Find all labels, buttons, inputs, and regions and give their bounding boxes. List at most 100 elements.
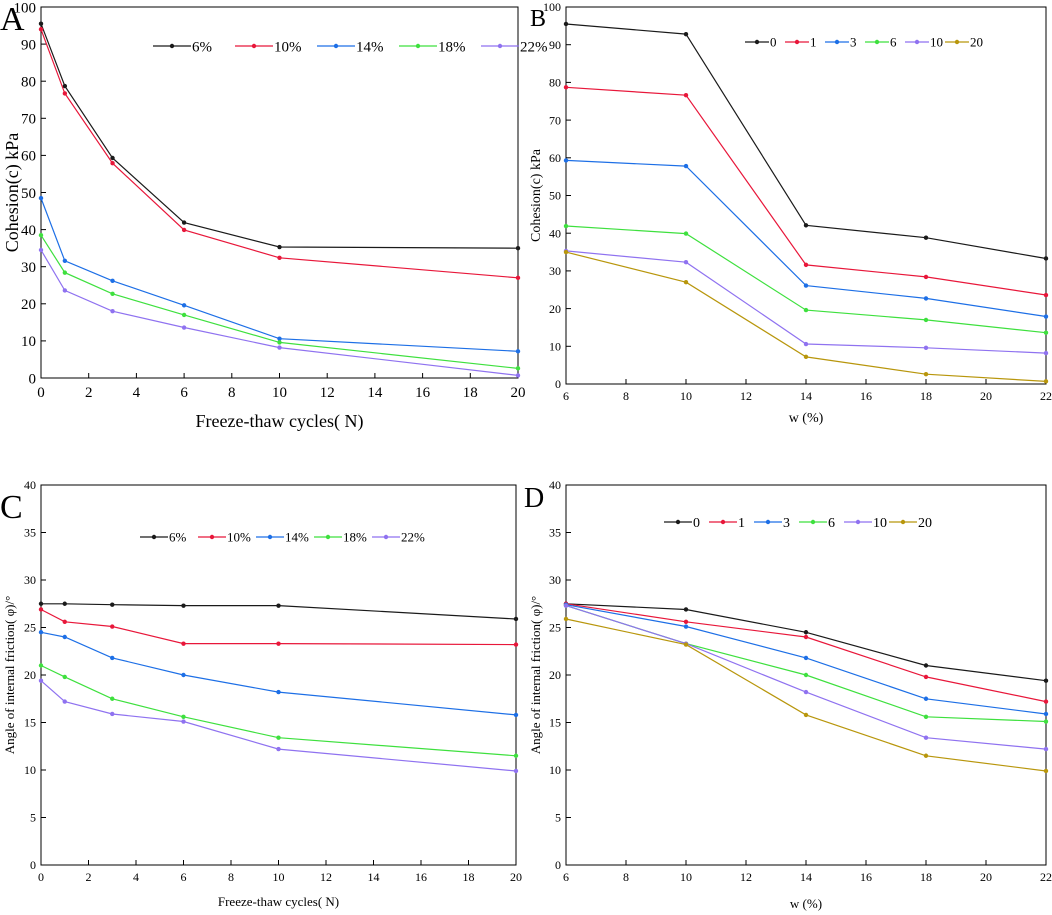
legend-label: 1	[738, 516, 745, 531]
legend-label: 10%	[274, 39, 302, 55]
x-tick-label: 12	[740, 870, 752, 884]
y-axis-label: Cohesion(c) kPa	[2, 133, 23, 252]
data-point	[62, 258, 68, 263]
data-point	[683, 31, 689, 37]
x-axis-label: w (%)	[790, 896, 822, 911]
legend-label: 0	[770, 35, 777, 50]
legend-marker	[810, 519, 816, 525]
data-point	[276, 746, 281, 752]
y-axis-label: Angle of internal friction( φ)/°	[2, 596, 17, 755]
data-point	[110, 696, 115, 701]
data-point	[38, 678, 44, 683]
data-point	[1043, 678, 1049, 683]
x-tick-label: 12	[320, 870, 332, 884]
data-point	[563, 603, 569, 608]
x-tick-label: 4	[133, 385, 141, 401]
data-point	[110, 291, 115, 296]
data-point	[38, 21, 44, 26]
data-point	[276, 689, 281, 695]
data-point	[1043, 711, 1049, 717]
series-line	[40, 197, 519, 352]
data-point	[110, 278, 115, 283]
x-tick-label: 22	[1040, 389, 1052, 403]
data-point	[1043, 746, 1049, 752]
legend-label: 1	[810, 35, 817, 50]
x-tick-label: 20	[511, 385, 526, 401]
x-tick-label: 16	[860, 389, 872, 403]
legend-marker	[900, 519, 906, 525]
data-point	[62, 634, 67, 640]
data-point	[923, 296, 929, 301]
y-tick-label: 0	[555, 377, 561, 391]
data-point	[1043, 379, 1049, 384]
series-1	[563, 85, 1049, 298]
legend-marker	[325, 534, 331, 540]
y-tick-label: 35	[24, 526, 36, 540]
plot-frame	[565, 6, 1047, 385]
y-tick-label: 20	[24, 668, 36, 682]
y-tick-label: 20	[549, 668, 561, 682]
y-tick-label: 10	[24, 763, 36, 777]
legend-item: 1	[785, 35, 817, 50]
x-tick-label: 20	[510, 870, 522, 884]
series-10pct	[38, 27, 521, 281]
panel-label: A	[0, 1, 25, 38]
x-tick-label: 18	[463, 385, 478, 401]
series-line	[40, 23, 519, 249]
data-point	[803, 262, 809, 268]
data-point	[62, 83, 68, 89]
y-tick-label: 40	[549, 478, 561, 492]
series-1	[563, 601, 1049, 704]
data-point	[110, 155, 115, 161]
data-point	[683, 260, 689, 265]
data-point	[923, 274, 929, 280]
x-tick-label: 14	[800, 389, 812, 403]
x-axis-label: Freeze-thaw cycles( N)	[196, 411, 364, 432]
x-tick-label: 0	[37, 385, 45, 401]
x-tick-label: 6	[180, 385, 188, 401]
data-point	[683, 280, 689, 285]
series-line	[565, 605, 1047, 750]
panel-label: D	[524, 483, 544, 514]
legend-label: 20	[918, 516, 932, 531]
data-point	[923, 714, 929, 719]
y-axis-label: Cohesion(c) kPa	[529, 148, 544, 242]
y-tick-label: 20	[21, 297, 36, 313]
data-point	[1043, 292, 1049, 298]
legend-marker	[754, 39, 760, 45]
data-point	[277, 244, 282, 250]
legend-marker	[209, 534, 215, 540]
data-point	[803, 672, 809, 678]
series-line	[565, 605, 1047, 723]
series-18pct	[38, 663, 519, 758]
data-point	[803, 341, 809, 347]
x-tick-label: 2	[86, 870, 92, 884]
data-point	[923, 674, 929, 680]
y-tick-label: 0	[555, 858, 561, 872]
data-point	[923, 735, 929, 740]
legend-marker	[855, 519, 861, 525]
x-tick-label: 16	[415, 870, 427, 884]
y-tick-label: 25	[24, 621, 36, 635]
legend-item: 3	[825, 35, 857, 50]
data-point	[62, 601, 67, 606]
data-point	[923, 235, 929, 240]
data-point	[923, 371, 929, 377]
x-tick-label: 6	[181, 870, 187, 884]
data-point	[515, 275, 521, 281]
data-point	[513, 753, 519, 758]
legend-item: 14%	[317, 39, 384, 55]
data-point	[110, 624, 115, 629]
data-point	[1043, 330, 1049, 335]
y-tick-label: 30	[24, 573, 36, 587]
y-tick-label: 15	[24, 716, 36, 730]
x-tick-label: 0	[38, 870, 44, 884]
legend-marker	[720, 519, 726, 525]
y-tick-label: 0	[29, 371, 37, 387]
panel-a: 0 2 4 6 8 10 12 14 16 18 20 0 10 20 30 40 50 60 70 80 90 100 F…	[0, 0, 548, 432]
legend-item: 20	[945, 35, 983, 50]
data-point	[181, 325, 187, 330]
y-tick-label: 5	[30, 811, 36, 825]
panel-label: B	[530, 6, 546, 32]
series-14pct	[38, 195, 521, 354]
